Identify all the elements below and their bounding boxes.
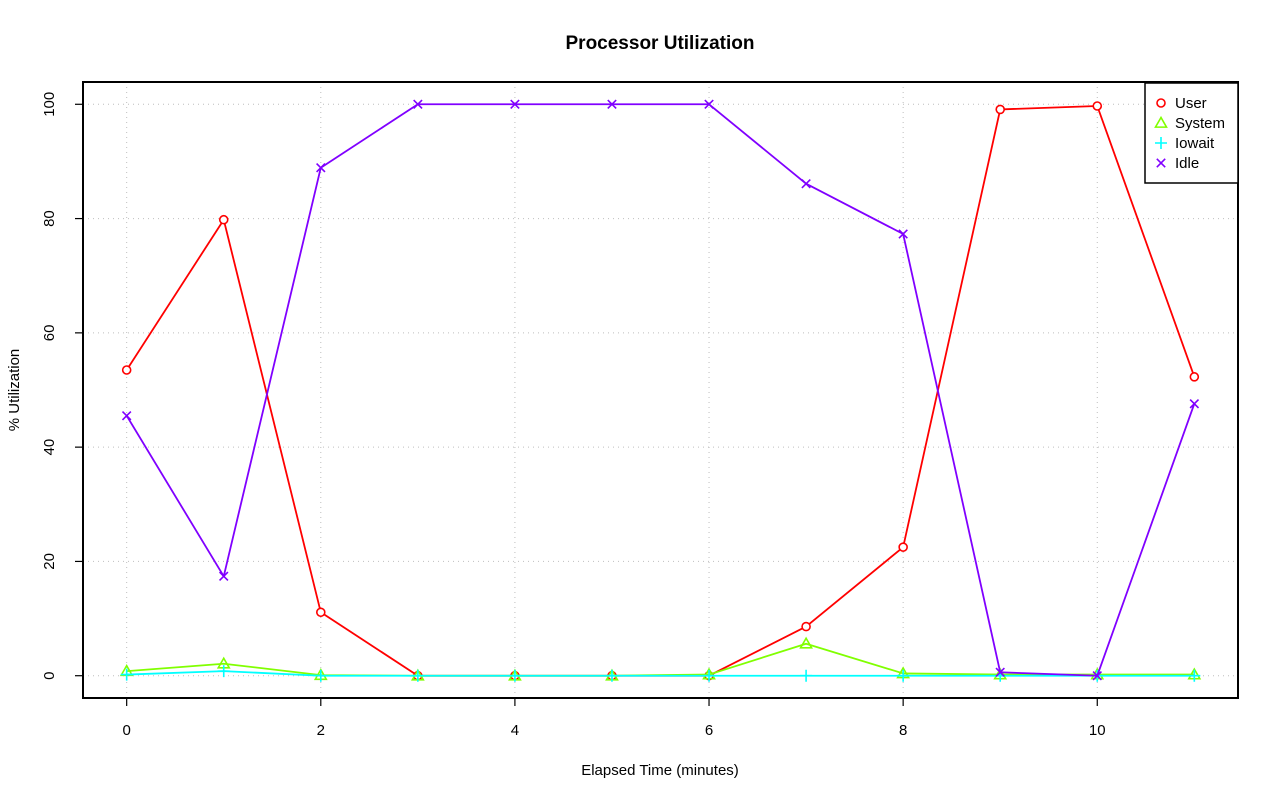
series-line-system: [126, 642, 1195, 677]
series-layer: [119, 99, 1202, 682]
series-line-idle: [125, 103, 1196, 677]
data-point-user: [121, 365, 132, 375]
series-idle: [121, 99, 1200, 681]
y-tick-label: 100: [41, 92, 58, 117]
data-point-iowait: [1188, 669, 1201, 682]
y-tick-label: 60: [41, 325, 58, 342]
data-point-idle: [1189, 398, 1200, 409]
series-line-user: [125, 105, 1196, 677]
data-point-iowait: [120, 668, 133, 681]
data-point-user: [315, 607, 326, 618]
data-point-idle: [704, 99, 714, 110]
legend-item-system: System: [1154, 115, 1225, 132]
x-axis-label: Elapsed Time (minutes): [581, 762, 739, 779]
series-line-iowait: [126, 670, 1195, 677]
legend-marker-idle: [1156, 158, 1166, 168]
data-point-system: [799, 636, 813, 649]
data-point-iowait: [605, 669, 618, 682]
x-tick-label: 2: [317, 722, 325, 739]
legend-label-system: System: [1175, 115, 1225, 132]
y-axis-label: % Utilization: [6, 349, 23, 432]
data-point-idle: [995, 667, 1005, 678]
data-point-user: [995, 104, 1006, 115]
data-point-idle: [413, 99, 423, 110]
legend-item-idle: Idle: [1156, 155, 1199, 172]
y-tick-label: 0: [41, 672, 58, 680]
data-point-user: [1092, 101, 1103, 111]
legend-label-idle: Idle: [1175, 155, 1199, 172]
legend-item-iowait: Iowait: [1155, 135, 1215, 152]
y-tick-label: 20: [41, 553, 58, 570]
x-tick-label: 10: [1089, 722, 1106, 739]
legend-item-user: User: [1156, 95, 1207, 112]
data-point-iowait: [703, 669, 716, 682]
grid-layer: [83, 82, 1238, 698]
data-point-user: [1189, 372, 1200, 382]
data-point-idle: [316, 162, 326, 173]
chart-title: Processor Utilization: [566, 33, 755, 54]
data-point-idle: [801, 178, 811, 189]
legend: User System Iowait Idle: [1144, 82, 1239, 184]
data-point-iowait: [411, 669, 424, 682]
data-point-user: [898, 542, 908, 552]
data-point-idle: [898, 229, 908, 239]
plot-frame: [82, 81, 1239, 699]
y-tick-label: 40: [41, 439, 58, 456]
data-point-idle: [510, 99, 520, 110]
data-point-user: [218, 214, 229, 225]
data-point-iowait: [508, 669, 521, 682]
legend-label-iowait: Iowait: [1175, 135, 1215, 152]
data-point-idle: [218, 571, 229, 582]
x-tick-label: 8: [899, 722, 907, 739]
legend-marker-system: [1154, 115, 1168, 128]
x-tick-label: 0: [123, 722, 131, 739]
data-point-iowait: [314, 669, 327, 682]
data-point-idle: [607, 99, 617, 110]
data-point-idle: [1092, 670, 1103, 681]
data-point-iowait: [217, 665, 230, 678]
series-user: [121, 101, 1200, 681]
data-point-user: [801, 621, 811, 632]
legend-marker-iowait: [1155, 137, 1167, 149]
data-point-iowait: [897, 669, 910, 682]
x-tick-label: 6: [705, 722, 713, 739]
data-point-idle: [121, 410, 132, 421]
legend-label-user: User: [1175, 95, 1207, 112]
legend-marker-user: [1156, 98, 1166, 108]
data-point-iowait: [800, 669, 813, 682]
y-tick-label: 80: [41, 210, 58, 227]
x-tick-label: 4: [511, 722, 519, 739]
